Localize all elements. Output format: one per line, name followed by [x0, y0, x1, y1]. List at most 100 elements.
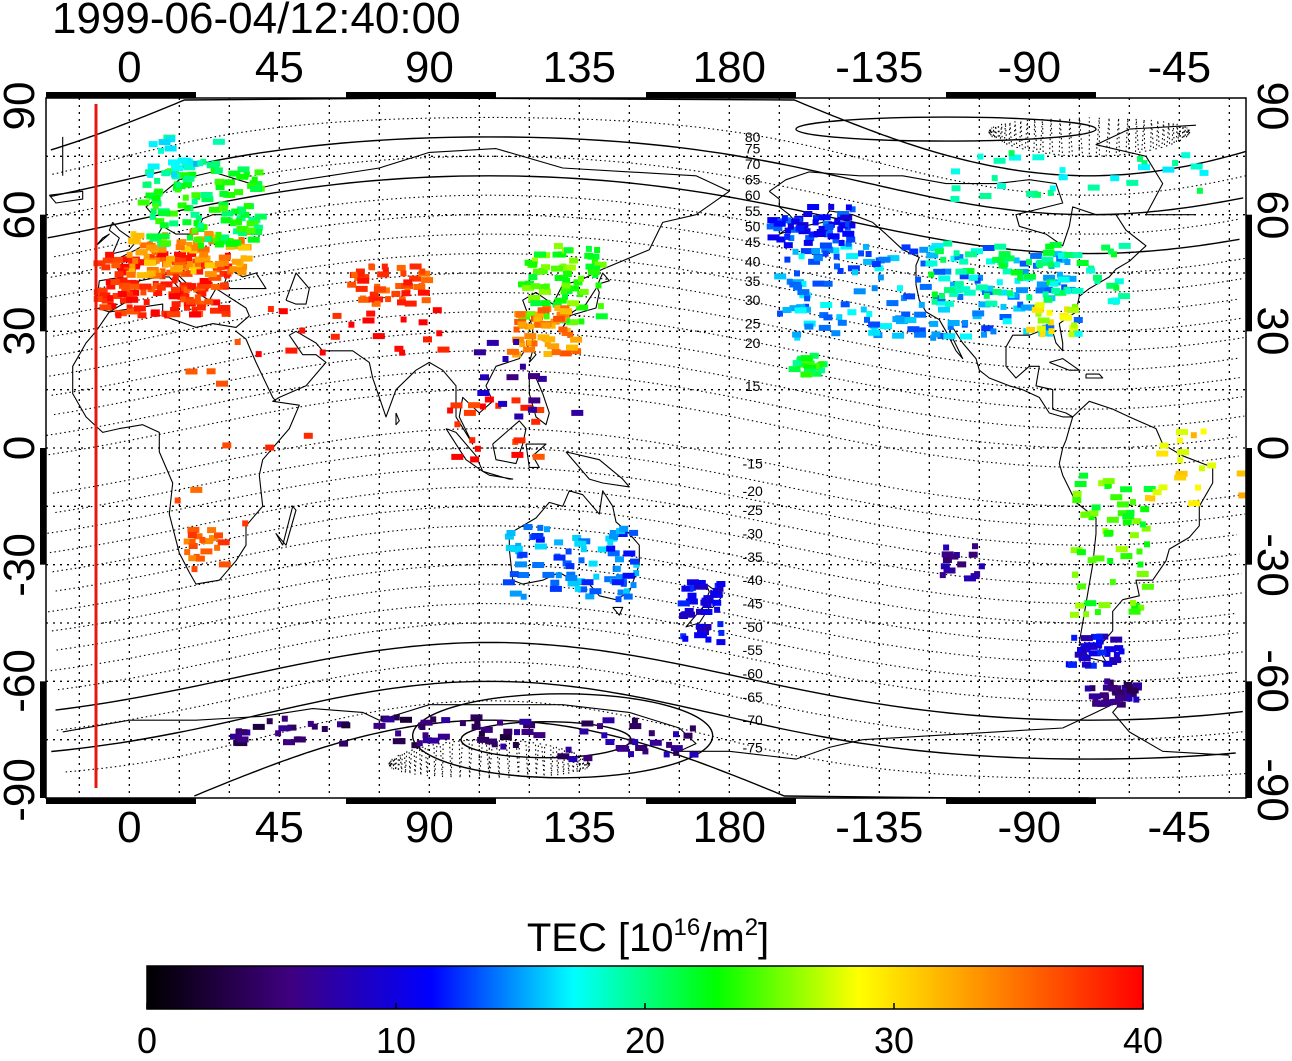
tec-point [208, 206, 221, 213]
tec-point [532, 562, 545, 568]
tec-point [871, 285, 878, 292]
magnetic-latitude-line [52, 116, 1246, 196]
tec-point [198, 242, 204, 249]
tec-point [1074, 651, 1087, 658]
tec-point [1040, 286, 1053, 293]
tec-point [519, 341, 526, 348]
tec-point [128, 268, 135, 275]
tec-point [358, 270, 365, 277]
tec-point [1088, 514, 1095, 521]
contour-label: 35 [745, 273, 761, 289]
tec-point [1047, 189, 1054, 196]
tec-point [522, 284, 535, 291]
tec-point [694, 632, 707, 639]
tec-point [208, 274, 221, 281]
tec-point [831, 330, 841, 337]
tec-point [237, 269, 247, 276]
tec-point [564, 327, 571, 334]
tec-point [1109, 657, 1122, 664]
tec-point [1132, 518, 1142, 525]
tec-point [959, 273, 969, 280]
tec-point [1035, 287, 1045, 294]
tec-point [968, 274, 978, 281]
tec-point [559, 308, 572, 315]
tec-point [804, 364, 816, 371]
tec-point [800, 248, 813, 255]
coastline [48, 190, 84, 204]
tec-point [1017, 274, 1024, 281]
tec-point [1102, 684, 1109, 691]
tec-point [1072, 571, 1078, 578]
tec-point [189, 538, 196, 545]
tec-point [413, 284, 426, 290]
tec-point [568, 756, 578, 763]
tec-point [1112, 689, 1125, 696]
tec-point [931, 331, 941, 338]
tec-point [154, 188, 164, 195]
tec-point [339, 740, 349, 747]
tec-point [146, 267, 159, 273]
tec-point [632, 739, 639, 746]
magnetic-latitude-line [51, 680, 1236, 760]
tec-point [853, 288, 866, 295]
tec-point [418, 319, 428, 326]
tec-point [1049, 185, 1056, 192]
tec-point [1064, 275, 1077, 282]
tec-point [1064, 306, 1070, 313]
tec-point [1026, 259, 1032, 266]
tec-point [371, 300, 381, 307]
tec-point [1067, 307, 1080, 313]
colorbar-tick-label: 10 [375, 1020, 417, 1061]
tec-point [682, 635, 689, 642]
tec-point [1027, 191, 1034, 198]
tec-point [1195, 484, 1201, 491]
tec-point [207, 162, 219, 169]
tec-point [569, 257, 579, 264]
tec-point [957, 294, 964, 300]
tec-point [1177, 437, 1183, 444]
tec-point [523, 346, 536, 353]
tec-point [606, 545, 616, 552]
tec-point [978, 301, 991, 308]
tec-point [528, 274, 538, 281]
tec-point [811, 248, 821, 254]
tec-point [619, 525, 629, 532]
latitude-label-right: 30 [1248, 306, 1292, 356]
tec-point [185, 270, 192, 277]
tec-point [519, 718, 532, 725]
tec-point [560, 288, 567, 295]
tec-point [1130, 499, 1136, 506]
tec-point [845, 204, 852, 211]
tec-point [477, 736, 490, 743]
tec-point [552, 301, 562, 308]
tec-point [1152, 489, 1162, 496]
tec-point [212, 138, 225, 145]
tec-point [566, 319, 579, 326]
latitude-label-right: 60 [1248, 190, 1292, 240]
tec-point [401, 283, 413, 289]
tec-point [377, 271, 390, 278]
tec-point [514, 729, 520, 736]
tec-point [1115, 546, 1128, 553]
tec-point [168, 293, 181, 300]
tec-point [687, 592, 697, 599]
tec-point [156, 284, 166, 291]
tec-point [543, 313, 550, 320]
tec-point [169, 220, 179, 227]
longitude-label-top: 180 [692, 43, 767, 92]
tec-point [171, 286, 180, 293]
tec-point [572, 348, 582, 355]
tec-point [863, 258, 876, 265]
tec-point [191, 198, 198, 205]
tec-point [1008, 150, 1015, 157]
tec-point [195, 215, 202, 222]
tec-point [238, 230, 248, 237]
tec-point [1120, 486, 1133, 493]
magnetic-latitude-line [48, 389, 1239, 468]
tec-point [404, 300, 417, 307]
tec-point [585, 245, 592, 252]
tec-point [1077, 647, 1083, 653]
timestamp-title: 1999-06-04/12:40:00 [52, 0, 461, 43]
tec-point [782, 307, 792, 313]
tec-point [959, 258, 969, 265]
